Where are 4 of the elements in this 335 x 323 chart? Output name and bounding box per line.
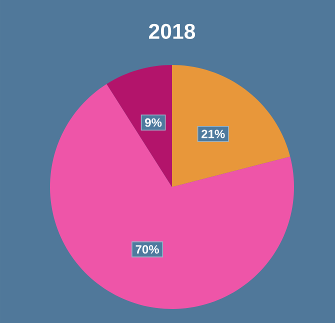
data-label: 21% — [202, 130, 225, 138]
data-label: 9% — [145, 118, 162, 127]
chart-title: 2018 — [149, 24, 196, 39]
data-label: 70% — [136, 245, 159, 254]
